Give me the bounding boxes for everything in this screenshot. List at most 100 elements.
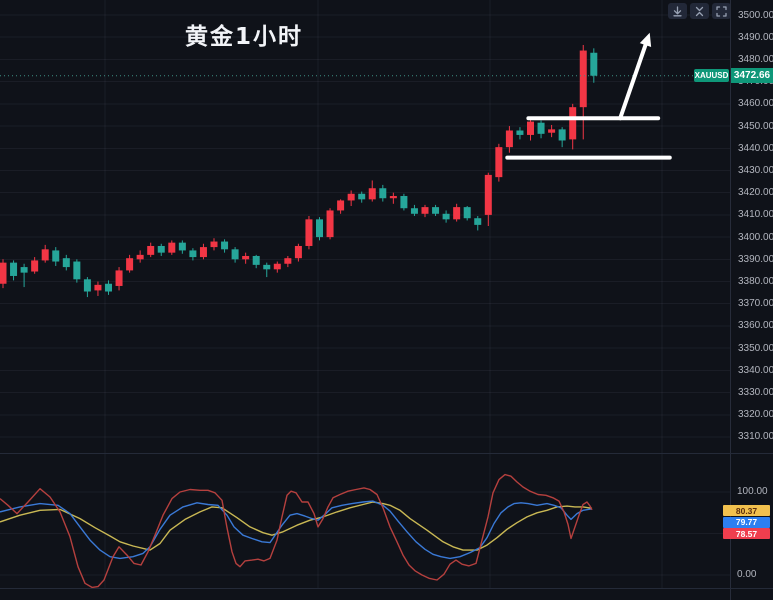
candle-body <box>52 250 60 262</box>
candle-body <box>358 193 366 200</box>
price-axis-label: 3420.00 <box>738 187 773 199</box>
candle-up <box>31 257 39 274</box>
candle-down <box>62 254 70 271</box>
candle-body <box>558 129 566 141</box>
price-axis-label: 3340.00 <box>738 364 773 376</box>
candle-down <box>463 206 471 221</box>
candle-down <box>379 184 387 202</box>
indicator-axis-label-100: 100.00 <box>737 486 768 497</box>
candle-up <box>484 172 492 226</box>
candle-down <box>20 263 28 288</box>
candle-body <box>41 249 49 261</box>
candle-up <box>368 180 376 202</box>
indicator-line_blue <box>0 500 593 560</box>
price-axis-label: 3480.00 <box>738 53 773 65</box>
candle-body <box>73 261 81 280</box>
price-axis-label: 3490.00 <box>738 31 773 43</box>
candle-down <box>10 260 18 281</box>
candle-body <box>347 193 355 201</box>
candle-down <box>231 247 239 263</box>
candle-body <box>484 174 492 215</box>
candle-down <box>189 248 197 261</box>
candle-body <box>210 241 218 248</box>
candle-up <box>136 250 144 263</box>
candle-up <box>305 216 313 250</box>
price-axis-label: 3430.00 <box>738 164 773 176</box>
candle-body <box>474 218 482 225</box>
candle-up <box>284 255 292 268</box>
download-button[interactable] <box>668 3 687 19</box>
candle-body <box>548 129 556 133</box>
candle-body <box>400 196 408 209</box>
candle-body <box>410 208 418 214</box>
candle-body <box>168 242 176 253</box>
candle-body <box>495 147 503 178</box>
candle-up <box>505 126 513 153</box>
indicator-line_red <box>0 473 593 589</box>
candle-body <box>505 130 513 148</box>
candle-down <box>157 243 165 256</box>
price-axis[interactable]: 3500.003490.003480.003470.003460.003450.… <box>730 0 773 600</box>
last-price-label: 3472.66 <box>731 68 773 83</box>
candle-up <box>347 190 355 207</box>
collapse-arrows-icon <box>695 6 704 16</box>
download-icon <box>673 5 682 16</box>
candle-up <box>0 259 7 289</box>
candle-up <box>453 203 461 222</box>
collapse-pane-button[interactable] <box>690 3 709 19</box>
candle-body <box>0 262 7 284</box>
candle-body <box>105 283 112 292</box>
price-pane-canvas <box>0 0 730 455</box>
candle-body <box>579 50 587 108</box>
candle-down <box>558 127 566 148</box>
candle-down <box>358 191 366 203</box>
candle-body <box>263 264 271 270</box>
candle-body <box>537 122 545 134</box>
candle-down <box>73 259 81 283</box>
pane-divider-bottom <box>0 588 773 589</box>
symbol-tag: XAUUSD <box>694 69 729 82</box>
candle-up <box>569 103 577 150</box>
price-axis-label: 3450.00 <box>738 120 773 132</box>
candle-up <box>273 261 281 273</box>
candle-down <box>221 239 229 253</box>
candle-body <box>379 188 387 199</box>
price-axis-label: 3380.00 <box>738 276 773 288</box>
candle-up <box>326 208 334 240</box>
indicator-value-tag-yellow: 80.37 <box>723 505 770 516</box>
indicator-value-tag-red: 78.57 <box>723 528 770 539</box>
price-axis-label: 3350.00 <box>738 342 773 354</box>
fullscreen-button[interactable] <box>712 3 731 19</box>
price-axis-label: 3400.00 <box>738 231 773 243</box>
candle-down <box>316 217 323 241</box>
price-axis-label: 3360.00 <box>738 320 773 332</box>
candle-body <box>463 207 471 219</box>
candle-down <box>432 204 440 217</box>
candle-down <box>105 280 112 295</box>
indicator-axis-label-0: 0.00 <box>737 569 757 580</box>
candle-body <box>421 207 429 214</box>
price-axis-label: 3390.00 <box>738 253 773 265</box>
candle-down <box>400 193 408 211</box>
candle-down <box>178 240 186 254</box>
candle-body <box>115 270 123 286</box>
candle-down <box>263 262 271 278</box>
price-axis-label: 3330.00 <box>738 387 773 399</box>
candle-body <box>316 219 323 238</box>
candle-up <box>168 240 176 255</box>
candle-body <box>83 279 91 292</box>
candle-body <box>432 207 440 214</box>
indicator-pane-canvas <box>0 455 730 589</box>
candle-up <box>147 242 155 258</box>
candle-body <box>453 207 461 220</box>
pane-divider-top[interactable] <box>0 453 773 454</box>
candle-body <box>368 188 376 200</box>
candle-body <box>337 200 345 211</box>
candle-body <box>326 210 334 238</box>
candle-down <box>516 127 524 140</box>
candle-body <box>242 255 250 260</box>
candle-up <box>389 192 397 204</box>
price-axis-label: 3320.00 <box>738 409 773 421</box>
price-axis-label: 3440.00 <box>738 142 773 154</box>
